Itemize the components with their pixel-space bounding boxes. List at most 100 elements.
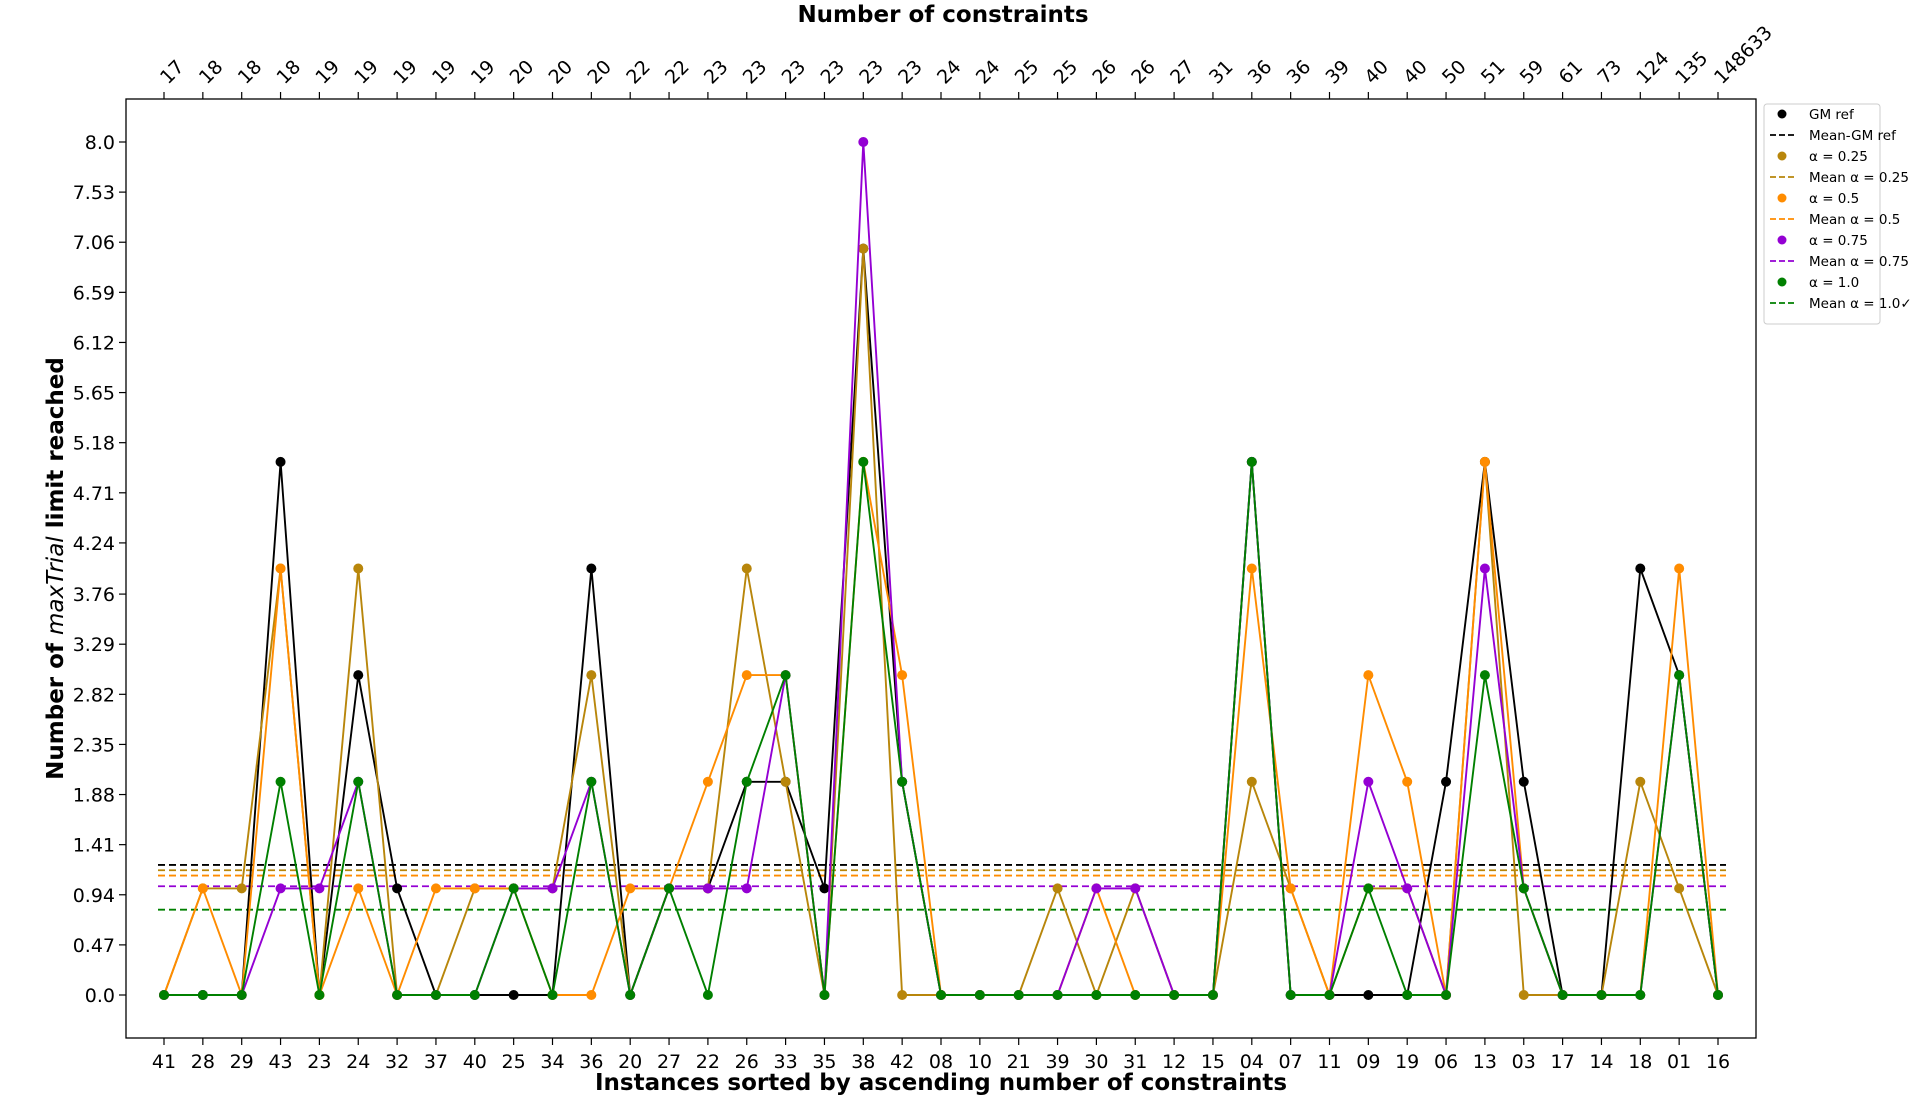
y-tick-label: 2.35 (73, 734, 115, 756)
data-point (974, 990, 985, 1000)
data-point (586, 670, 597, 681)
top-x-tick-label: 36 (1244, 56, 1277, 89)
top-x-tick-label: 135 (1671, 47, 1712, 88)
data-point (430, 883, 441, 894)
data-point (1246, 563, 1257, 574)
top-x-tick-label: 18 (195, 56, 228, 89)
y-tick-label: 1.41 (73, 835, 115, 857)
data-point (1130, 990, 1141, 1000)
top-x-tick-label: 22 (661, 56, 694, 89)
y-tick-label: 7.06 (73, 232, 115, 254)
data-point (1635, 990, 1646, 1000)
data-point (1363, 670, 1374, 681)
x-tick-label: 06 (1434, 1051, 1458, 1073)
x-tick-label: 21 (1007, 1051, 1031, 1073)
data-point (625, 883, 636, 894)
x-tick-label: 36 (579, 1051, 603, 1073)
data-point (236, 990, 247, 1000)
y-tick-label: 3.76 (73, 584, 115, 606)
x-axis-title: Instances sorted by ascending number of … (595, 1070, 1287, 1096)
data-point (1091, 990, 1102, 1000)
top-x-tick-label: 23 (778, 56, 811, 89)
x-tick-label: 07 (1279, 1051, 1303, 1073)
y-axis-title-suffix: limit reached (43, 357, 69, 536)
data-point (275, 883, 286, 894)
top-x-tick-label: 25 (1050, 56, 1083, 89)
x-tick-label: 26 (735, 1051, 759, 1073)
x-tick-label: 28 (191, 1051, 215, 1073)
data-point (780, 776, 791, 787)
data-point (702, 776, 713, 787)
top-x-tick-label: 148633 (1710, 22, 1777, 89)
data-point (1363, 776, 1374, 787)
y-tick-label: 0.94 (73, 885, 115, 907)
x-tick-label: 23 (307, 1051, 331, 1073)
top-x-tick-label: 22 (622, 56, 655, 89)
legend-mean-label: Mean-GM ref (1809, 128, 1897, 144)
data-point (1635, 776, 1646, 787)
data-point (1674, 883, 1685, 894)
data-point (1557, 990, 1568, 1000)
data-point (664, 883, 675, 894)
legend-marker (1777, 151, 1787, 161)
y-tick-label: 4.24 (73, 533, 115, 555)
top-x-tick-label: 23 (894, 56, 927, 89)
y-tick-label: 0.47 (73, 935, 115, 957)
legend-label: α = 1.0 (1809, 275, 1859, 291)
data-point (392, 883, 403, 894)
x-tick-label: 20 (618, 1051, 642, 1073)
data-point (1363, 883, 1374, 894)
top-x-tick-label: 20 (544, 56, 577, 89)
top-x-axis-ticks: 17 18 18 18 19 19 19 19 19 20 20 20 22 22 23 23 23 23 23 23… (156, 22, 1777, 99)
data-point (936, 990, 946, 1000)
x-tick-label: 33 (774, 1051, 798, 1073)
legend-mean-label: Mean α = 0.25 (1809, 170, 1909, 186)
data-point (625, 990, 636, 1000)
top-x-tick-label: 50 (1438, 56, 1471, 89)
data-point (236, 883, 247, 894)
data-point (508, 990, 519, 1000)
top-x-tick-label: 18 (234, 56, 267, 89)
data-point (1441, 776, 1452, 787)
data-point (1441, 990, 1452, 1000)
data-point (1713, 990, 1723, 1000)
top-x-tick-label: 19 (389, 56, 422, 89)
data-point (314, 883, 325, 894)
top-x-tick-label: 36 (1283, 56, 1316, 89)
top-x-tick-label: 27 (1166, 56, 1199, 89)
top-x-tick-label: 26 (1088, 56, 1121, 89)
top-x-tick-label: 19 (428, 56, 461, 89)
data-point (275, 776, 286, 787)
top-x-tick-label: 19 (350, 56, 383, 89)
y-axis-title-italic: maxTrial (43, 536, 69, 635)
data-point (858, 243, 869, 254)
data-point (741, 670, 752, 681)
x-tick-label: 09 (1356, 1051, 1380, 1073)
top-x-tick-label: 25 (1011, 56, 1044, 89)
data-point (392, 990, 403, 1000)
x-tick-label: 12 (1162, 1051, 1186, 1073)
top-x-tick-label: 39 (1321, 56, 1354, 89)
legend-marker (1777, 109, 1787, 119)
data-point (819, 990, 830, 1000)
top-x-tick-label: 23 (739, 56, 772, 89)
data-point (314, 990, 325, 1000)
legend-mean-label: Mean α = 0.75 (1809, 254, 1909, 270)
top-x-tick-label: 19 (467, 56, 500, 89)
legend-mean-label: Mean α = 1.0✓ (1809, 296, 1912, 312)
data-point (780, 670, 791, 681)
data-point (586, 563, 597, 574)
data-point (547, 883, 558, 894)
data-point (353, 883, 364, 894)
legend: GM ref Mean-GM ref α = 0.25 Mean α = 0.25 α … (1763, 103, 1912, 325)
data-point (159, 990, 169, 1000)
top-x-tick-label: 51 (1477, 56, 1510, 89)
data-point (1324, 990, 1335, 1000)
data-point (1596, 990, 1607, 1000)
data-point (1246, 776, 1257, 787)
data-point (1479, 670, 1490, 681)
x-tick-label: 24 (346, 1051, 370, 1073)
legend-marker (1777, 193, 1787, 203)
data-point (547, 990, 558, 1000)
data-point (897, 670, 908, 681)
